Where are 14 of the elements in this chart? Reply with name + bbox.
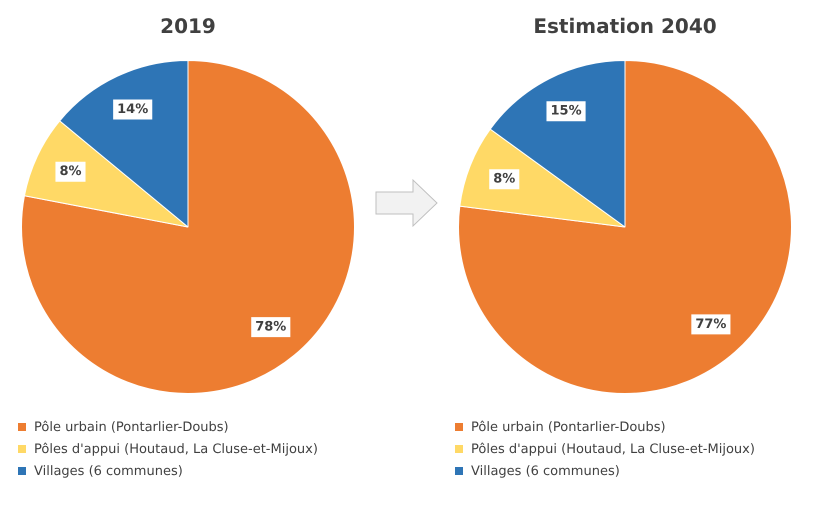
legend-label: Pôles d'appui (Houtaud, La Cluse-et-Mijoux): [34, 442, 318, 456]
legend-label: Pôle urbain (Pontarlier-Doubs): [471, 420, 666, 434]
legend-label: Villages (6 communes): [34, 464, 183, 478]
data-label: 8%: [59, 164, 82, 180]
chart-title: 2019: [160, 14, 216, 38]
data-label: 14%: [117, 102, 148, 117]
legend-label: Pôle urbain (Pontarlier-Doubs): [34, 420, 229, 434]
data-label: 78%: [255, 319, 286, 334]
legend-label: Pôles d'appui (Houtaud, La Cluse-et-Mijoux): [471, 442, 755, 456]
legend-label: Villages (6 communes): [471, 464, 620, 478]
data-label: 8%: [493, 172, 516, 187]
chart-title: Estimation 2040: [533, 14, 717, 38]
data-label: 77%: [695, 316, 726, 332]
data-label: 15%: [550, 104, 582, 119]
